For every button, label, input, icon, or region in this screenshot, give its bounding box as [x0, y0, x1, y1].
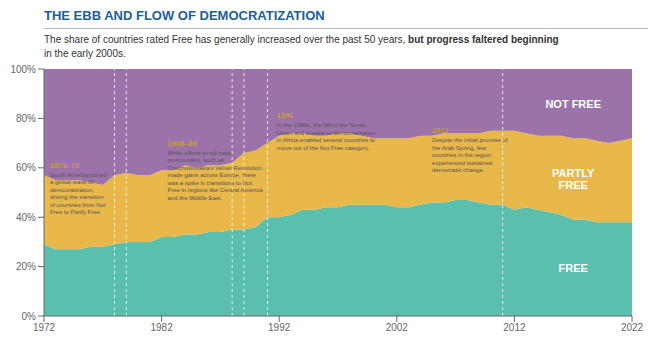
svg-text:1982: 1982 [150, 322, 173, 333]
svg-text:100%: 100% [10, 64, 36, 75]
svg-text:1972: 1972 [33, 322, 56, 333]
svg-text:1978–79: 1978–79 [50, 161, 79, 170]
svg-text:0%: 0% [22, 311, 37, 322]
svg-text:2011: 2011 [432, 126, 448, 135]
html-text:THE EBB AND FLOW OF DEMOCRATIZ: THE EBB AND FLOW OF DEMOCRATIZATION [44, 8, 325, 23]
svg-text:2022: 2022 [621, 322, 644, 333]
svg-text:PARTLYFREE: PARTLYFREE [552, 167, 595, 191]
svg-text:South America joineda global w: South America joineda global wave ofdemo… [50, 172, 107, 216]
html-text:The share of countries rated F: The share of countries rated Free has ge… [44, 34, 559, 45]
svg-text:80%: 80% [16, 113, 36, 124]
svg-text:FREE: FREE [559, 262, 588, 274]
svg-text:1988–89: 1988–89 [167, 139, 196, 148]
svg-text:2002: 2002 [386, 322, 409, 333]
html-text:in the early 2000s.: in the early 2000s. [44, 48, 126, 59]
svg-text:20%: 20% [16, 261, 36, 272]
svg-text:NOT FREE: NOT FREE [545, 98, 601, 110]
svg-text:40%: 40% [16, 212, 36, 223]
svg-text:In the 1990s, the fall of the: In the 1990s, the fall of the SovietUnio… [277, 122, 376, 151]
svg-text:1992: 1992 [268, 322, 291, 333]
svg-text:1991: 1991 [277, 111, 294, 120]
svg-text:2012: 2012 [503, 322, 526, 333]
svg-text:Despite the initial promise of: Despite the initial promise ofthe Arab S… [432, 137, 508, 173]
svg-text:While efforts to roll backcomm: While efforts to roll backcommunism, suc… [166, 150, 263, 201]
svg-text:60%: 60% [16, 162, 36, 173]
